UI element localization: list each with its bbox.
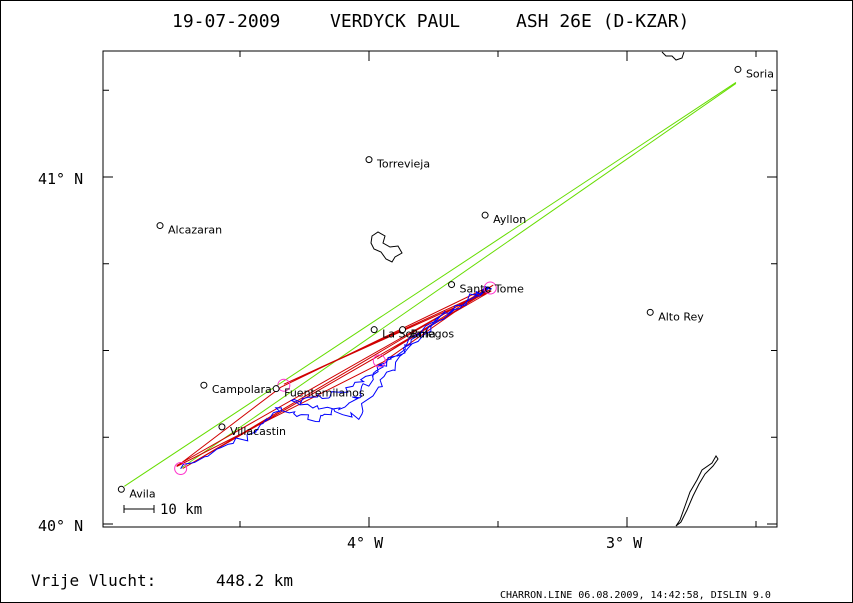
extension-line-1 xyxy=(124,82,737,487)
place-label-8: Campolara xyxy=(212,383,272,396)
gps-track xyxy=(180,285,492,470)
place-marker-4 xyxy=(448,281,456,289)
place-marker-0 xyxy=(734,65,742,73)
place-label-9: Fuentemilanos xyxy=(284,387,365,400)
distance-value: 448.2 km xyxy=(216,571,293,590)
turnpoint-marker-2 xyxy=(372,354,386,368)
place-label-6: La Solana xyxy=(382,328,436,341)
scale-bar-label: 10 km xyxy=(160,502,202,518)
y-tick-label-41n: 41° N xyxy=(38,170,83,188)
place-label-1: Torrevieja xyxy=(376,158,430,171)
place-marker-6 xyxy=(370,326,378,334)
header-pilot: VERDYCK PAUL xyxy=(330,11,460,32)
reservoir-outline-east xyxy=(675,455,719,527)
extension-line-2 xyxy=(180,83,737,469)
axis-ticks xyxy=(103,51,777,527)
place-label-7: Bolegos xyxy=(411,328,455,341)
header-date: 19-07-2009 xyxy=(172,11,280,32)
place-label-10: Villacastin xyxy=(230,425,286,438)
place-marker-3 xyxy=(156,222,164,230)
place-marker-1 xyxy=(365,156,373,164)
scale-bar: 10 km xyxy=(123,502,202,518)
footer-credit: CHARRON.LINE 06.08.2009, 14:42:58, DISLI… xyxy=(500,590,771,601)
place-label-3: Alcazaran xyxy=(168,224,222,237)
place-marker-11 xyxy=(117,485,125,493)
place-label-0: Soria xyxy=(746,67,774,80)
place-marker-7 xyxy=(399,326,407,334)
turnpoint-marker-1 xyxy=(483,281,497,295)
reservoir-outline-top xyxy=(661,51,685,61)
place-label-5: Alto Rey xyxy=(658,310,704,323)
gps-track-line xyxy=(180,285,492,470)
reservoir-outline-north xyxy=(370,231,403,263)
turnpoint-marker-0 xyxy=(174,461,188,475)
x-tick-label-3w: 3° W xyxy=(606,534,643,552)
y-tick-label-40n: 40° N xyxy=(38,517,83,535)
task-legs xyxy=(176,284,494,469)
distance-label: Vrije Vlucht: xyxy=(31,571,156,590)
header-glider: ASH 26E (D-KZAR) xyxy=(516,11,689,32)
place-label-2: Ayllon xyxy=(493,213,526,226)
turnpoint-markers xyxy=(174,281,497,475)
place-marker-2 xyxy=(481,211,489,219)
place-label-4: Santo Tome xyxy=(460,283,525,296)
place-label-11: Avila xyxy=(129,487,155,500)
place-marker-10 xyxy=(218,423,226,431)
task-leg-path xyxy=(176,284,494,469)
place-markers: Soria Torrevieja Ayllon Alcazaran Santo Tome… xyxy=(117,65,774,500)
place-marker-9 xyxy=(272,385,280,393)
plot-frame xyxy=(102,50,778,528)
turnpoint-marker-3 xyxy=(277,378,291,392)
place-marker-8 xyxy=(200,381,208,389)
place-marker-5 xyxy=(646,308,654,316)
x-tick-label-4w: 4° W xyxy=(347,534,384,552)
task-extension-lines xyxy=(124,82,737,487)
